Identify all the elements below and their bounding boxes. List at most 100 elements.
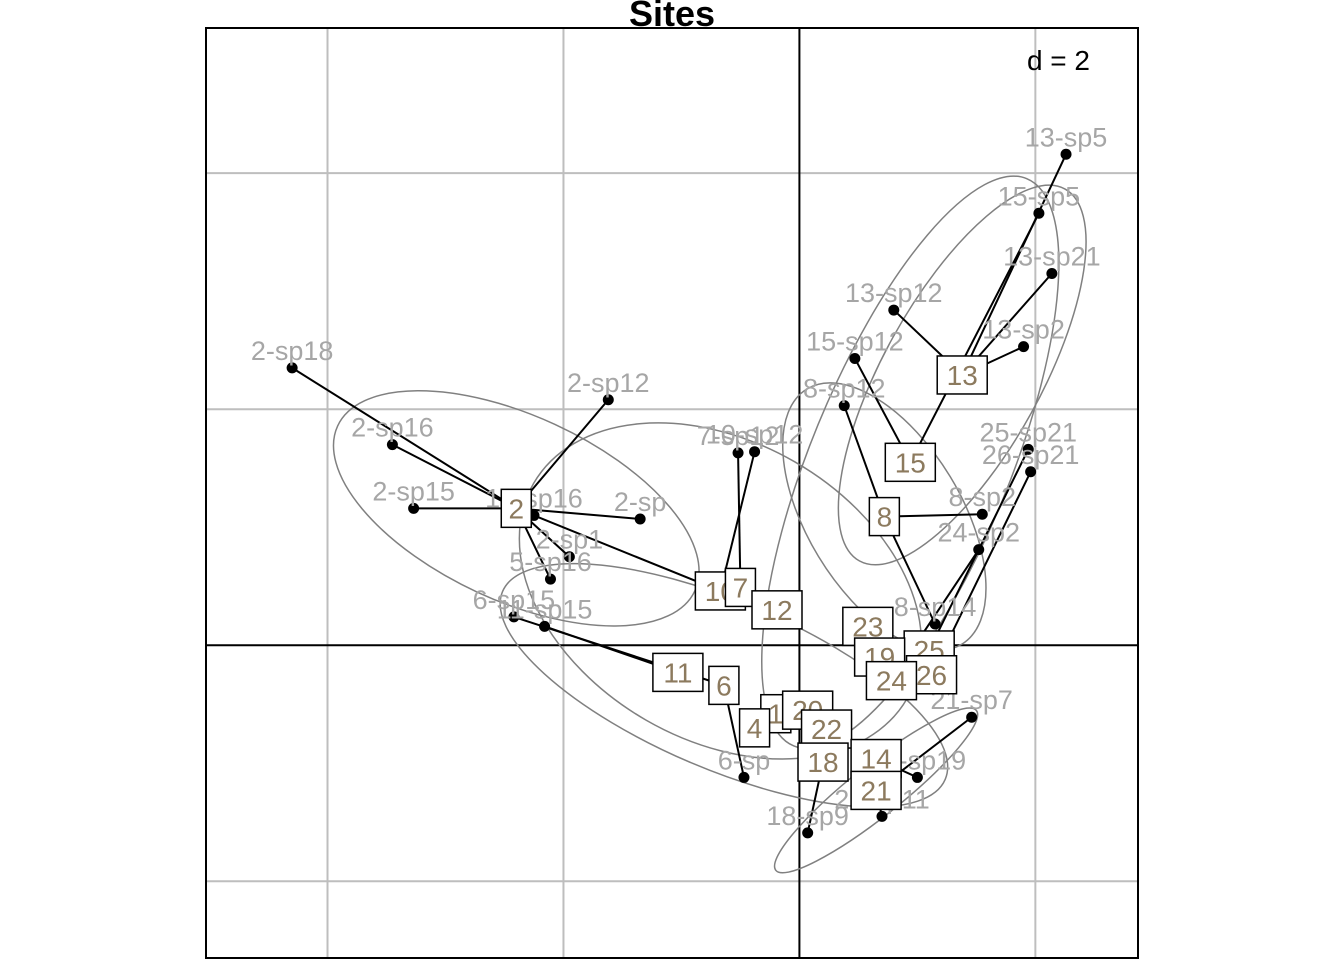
species-label: 10-sp16: [485, 483, 583, 513]
species-point: [1018, 341, 1030, 353]
site-label: 8: [877, 502, 893, 533]
species-label: 2-sp15: [372, 476, 455, 506]
site-ellipse: [781, 382, 987, 652]
site-label: 14: [861, 744, 892, 775]
site-label: 13: [947, 360, 978, 391]
species-link: [533, 514, 721, 592]
species-label: 2-sp12: [567, 368, 650, 398]
site-box: [800, 709, 853, 749]
site-label: 22: [811, 714, 842, 745]
site-box: [865, 660, 918, 701]
site-box: [797, 742, 849, 782]
species-link: [909, 212, 1040, 463]
site-box: [868, 496, 901, 537]
species-point: [876, 810, 888, 822]
species-point: [1046, 267, 1058, 279]
species-label: 6-sp15: [473, 585, 556, 615]
species-point: [749, 446, 761, 458]
species-point: [911, 771, 923, 783]
site-label: 23: [852, 611, 883, 642]
species-label: 15-sp12: [806, 326, 904, 356]
species-point: [286, 362, 298, 374]
species-point: [802, 827, 814, 839]
species-label: 13-sp21: [1003, 241, 1101, 271]
species-label: 13-sp2: [982, 315, 1065, 345]
site-labels: 213158107122325192624116120422141821: [500, 355, 988, 811]
species-point: [966, 711, 978, 723]
species-point: [1022, 443, 1034, 455]
species-point: [602, 394, 614, 406]
species-link: [961, 153, 1067, 376]
species-link: [884, 513, 983, 518]
species-link: [516, 507, 641, 520]
site-box: [708, 665, 740, 706]
species-point: [738, 771, 750, 783]
species-label: 18-sp9: [766, 801, 849, 831]
species-label: 2-sp16: [351, 413, 434, 443]
species-point: [849, 352, 861, 364]
species-label: 10-sp12: [706, 420, 804, 450]
species-label: 26-sp21: [982, 440, 1080, 470]
species-link: [737, 452, 742, 588]
site-box: [936, 355, 988, 395]
site-label: 4: [747, 713, 763, 744]
site-label: 26: [916, 660, 947, 691]
species-label: 2-sp: [614, 487, 667, 517]
site-label: 18: [807, 747, 838, 778]
chart-title: Sites: [629, 0, 715, 34]
species-label: 24-sp2: [937, 518, 1020, 548]
species-point: [1060, 148, 1072, 160]
species-label: 6-sp: [718, 745, 771, 775]
origin-axes: [206, 28, 1138, 958]
species-label: 5-sp16: [509, 547, 592, 577]
species-point: [1033, 207, 1045, 219]
species-point: [408, 502, 420, 514]
species-point: [634, 513, 646, 525]
species-point: [976, 508, 988, 520]
site-label: 6: [716, 670, 732, 701]
species-label: 15-sp5: [998, 181, 1081, 211]
site-label: 15: [895, 447, 926, 478]
species-points: [286, 148, 1072, 839]
species-label: 8-sp12: [803, 374, 886, 404]
site-label: 1: [768, 699, 784, 730]
site-box: [850, 770, 902, 811]
site-box: [724, 567, 757, 608]
species-label: 8-sp2: [949, 482, 1017, 512]
species-point: [544, 573, 556, 585]
site-label: 24: [876, 666, 907, 697]
species-label: 13-sp5: [1025, 122, 1108, 152]
site-label: 21: [861, 775, 892, 806]
species-point: [386, 439, 398, 451]
species-point: [508, 611, 520, 623]
species-point: [1025, 466, 1037, 478]
species-point: [838, 400, 850, 412]
site-box: [652, 652, 704, 693]
species-label: 11-sp15: [497, 594, 593, 624]
site-label: 2: [508, 493, 524, 524]
species-point: [929, 618, 941, 630]
species-point: [539, 620, 551, 632]
species-label: 13-sp12: [845, 278, 943, 308]
species-link: [291, 367, 517, 510]
species-label: 2-sp1: [536, 525, 604, 555]
site-box: [884, 442, 937, 483]
site-label: 7: [733, 572, 749, 603]
species-link: [391, 443, 517, 510]
scale-label: d = 2: [1027, 45, 1090, 76]
site-box: [738, 708, 771, 748]
species-label: 25-sp21: [979, 417, 1077, 447]
species-point: [563, 551, 575, 563]
site-ellipse: [837, 184, 1087, 566]
species-label: 7-sp12: [697, 421, 780, 451]
species-label: 2-sp18: [251, 336, 334, 366]
species-point: [732, 447, 744, 459]
site-label: 11: [663, 657, 692, 688]
site-box: [751, 590, 803, 630]
species-point: [973, 544, 985, 556]
plot-frame: [205, 27, 1139, 959]
species-point: [888, 304, 900, 316]
site-label: 12: [761, 595, 792, 626]
